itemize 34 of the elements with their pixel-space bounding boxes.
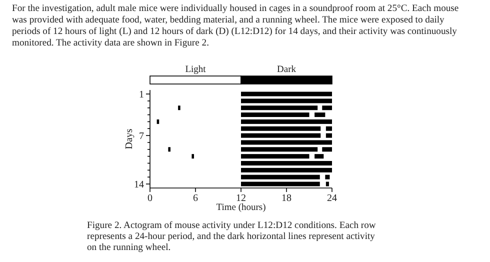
bar	[326, 126, 332, 131]
bar	[241, 133, 321, 138]
x-tick-label: 6	[193, 193, 198, 204]
caption: Figure 2. Actogram of mouse activity under L12:D12 conditions. Each row represents a 24-hour period, and the dark horizontal lines represent activity on the running wheel.	[87, 220, 376, 253]
bar	[326, 133, 332, 138]
bar	[314, 154, 324, 159]
bar	[241, 174, 320, 180]
bar	[241, 112, 310, 118]
text: For the investigation, adult male mice were individually housed in cages in a soundproof room at 25°C. Each mouse was provided with adequate food, water, bedding material, and a running wheel. The mice were exposed to daily periods of 12 hours of light (L) and 12 hours of dark (D) (L12:D12) for 14 days, and their activity was continuously monitored. The activity data are shown in Figure 2.	[12, 3, 459, 48]
y-tick-label: 14	[134, 180, 144, 190]
bar	[325, 174, 330, 180]
bar	[241, 126, 321, 131]
bar	[241, 154, 310, 159]
x-axis-title: Time (hours)	[216, 203, 266, 213]
text: Light	[185, 65, 206, 75]
y-tick-label: 7	[139, 131, 144, 142]
x-tick-label: 12	[236, 193, 246, 204]
x-tick-label: 18	[282, 193, 292, 204]
bar	[241, 168, 332, 172]
y-tick-label: 1	[139, 90, 144, 100]
x-tick-label: 0	[148, 193, 152, 204]
bar	[322, 106, 332, 110]
text: Dark	[277, 65, 296, 75]
bar	[241, 147, 318, 152]
bar	[241, 119, 332, 124]
bar	[241, 140, 332, 145]
bar	[241, 106, 318, 110]
x-tick-label: 24	[327, 193, 337, 204]
bar	[241, 160, 332, 166]
bar	[322, 147, 332, 152]
bar	[241, 92, 332, 96]
bar	[241, 98, 332, 104]
bar	[314, 112, 326, 118]
y-axis-title: Days	[124, 128, 135, 150]
